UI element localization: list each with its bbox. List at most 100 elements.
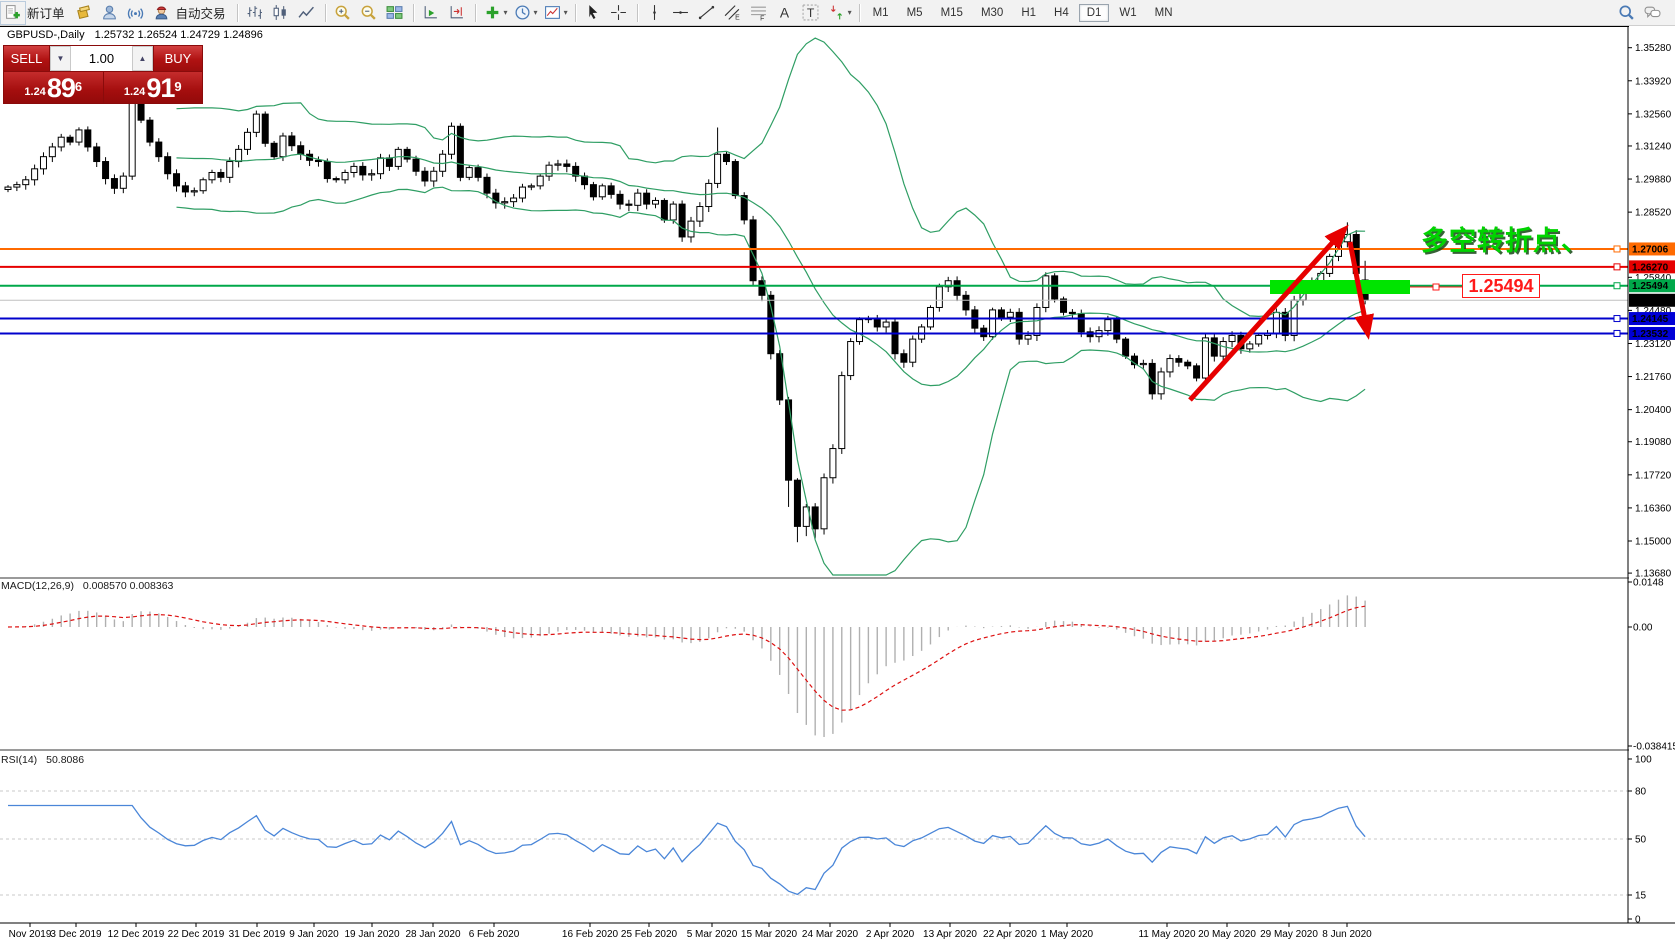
rsi-level-lines	[0, 790, 1628, 896]
chevron-down-icon[interactable]: ▾	[503, 8, 508, 17]
market-data-icon[interactable]	[71, 1, 97, 25]
svg-text:19 Jan 2020: 19 Jan 2020	[344, 929, 399, 940]
down-trend-arrow	[1347, 241, 1374, 340]
autotrading-label[interactable]: 自动交易	[175, 7, 226, 21]
volume-up-button[interactable]: ▲	[132, 46, 153, 71]
tf-m30-button[interactable]: M30	[980, 6, 1004, 19]
tf-h1-button[interactable]: H1	[1021, 6, 1037, 19]
crosshair-button[interactable]	[606, 1, 632, 25]
search-icon[interactable]	[1613, 1, 1639, 25]
text-label-button[interactable]: T	[798, 1, 824, 25]
buy-button[interactable]: BUY	[153, 46, 202, 71]
chart-shift-button[interactable]	[444, 1, 470, 25]
svg-text:1.28520: 1.28520	[1635, 208, 1672, 219]
rsi-value: 50.8086	[46, 754, 85, 766]
chevron-down-icon[interactable]: ▾	[847, 8, 852, 17]
price-level-label[interactable]: 1.25494	[1462, 274, 1540, 298]
annotation-objects[interactable]	[1188, 224, 1462, 402]
svg-text:80: 80	[1635, 787, 1647, 798]
tf-h4-button[interactable]: H4	[1054, 6, 1069, 19]
svg-text:T: T	[807, 6, 815, 20]
equidistant-channel-button[interactable]: E	[720, 1, 746, 25]
date-axis[interactable]: Nov 2019 3 Dec 2019 12 Dec 2019 22 Dec 2019…	[0, 922, 1675, 940]
svg-text:1.19080: 1.19080	[1635, 437, 1672, 448]
line-chart-button[interactable]	[294, 1, 320, 25]
bid-price-pip: 6	[74, 79, 83, 94]
chevron-down-icon[interactable]: ▾	[563, 8, 568, 17]
tf-m1-button[interactable]: M1	[872, 6, 889, 19]
svg-text:24 Mar 2020: 24 Mar 2020	[802, 929, 859, 940]
trendline-button[interactable]	[694, 1, 720, 25]
macd-histogram	[16, 595, 1366, 737]
separator	[412, 3, 414, 22]
separator	[236, 3, 238, 22]
cursor-button[interactable]	[580, 1, 606, 25]
symbol-name: GBPUSD-,Daily	[7, 29, 85, 41]
candlestick-chart-button[interactable]	[268, 1, 294, 25]
zoom-out-button[interactable]	[356, 1, 382, 25]
horizontal-line-button[interactable]	[668, 1, 694, 25]
auto-scroll-button[interactable]	[418, 1, 444, 25]
community-icon[interactable]	[97, 1, 123, 25]
svg-text:1.21760: 1.21760	[1635, 372, 1672, 383]
separator	[858, 3, 860, 22]
periods-button[interactable]	[510, 1, 536, 25]
chevron-down-icon[interactable]: ▾	[533, 8, 538, 17]
templates-button[interactable]	[540, 1, 566, 25]
tf-m5-button[interactable]: M5	[906, 6, 923, 19]
svg-text:50: 50	[1635, 835, 1647, 846]
sell-button[interactable]: SELL	[4, 46, 50, 71]
indicators-button[interactable]	[480, 1, 506, 25]
svg-text:1.26270: 1.26270	[1632, 262, 1669, 273]
rsi-name: RSI(14)	[1, 754, 38, 766]
signals-icon[interactable]	[123, 1, 149, 25]
svg-text:1.33920: 1.33920	[1635, 76, 1672, 87]
ask-price-pip: 9	[174, 79, 182, 94]
macd-label: MACD(12,26,9) 0.008570 0.008363	[1, 580, 173, 592]
fibonacci-button[interactable]: F	[746, 1, 772, 25]
svg-text:25 Feb 2020: 25 Feb 2020	[621, 929, 678, 940]
tf-m15-button[interactable]: M15	[940, 6, 963, 19]
svg-text:6 Feb 2020: 6 Feb 2020	[469, 929, 520, 940]
svg-text:12 Dec 2019: 12 Dec 2019	[108, 929, 165, 940]
text-button[interactable]: A	[772, 1, 798, 25]
zoom-in-button[interactable]	[330, 1, 356, 25]
price-axis[interactable]: 1.35280 1.33920 1.32560 1.31240 1.29880 1.285…	[1627, 25, 1675, 926]
autotrading-button[interactable]	[149, 1, 175, 25]
svg-text:2 Apr 2020: 2 Apr 2020	[866, 929, 915, 940]
svg-text:100: 100	[1635, 755, 1652, 766]
svg-text:31 Dec 2019: 31 Dec 2019	[229, 929, 286, 940]
svg-text:1.15000: 1.15000	[1635, 536, 1672, 547]
svg-text:1.25494: 1.25494	[1632, 281, 1669, 292]
toolbar: 新订单 自动交易 ▾ ▾ ▾ E F A T ▾ M1 M5 M	[0, 0, 1675, 26]
rsi-label: RSI(14) 50.8086	[1, 754, 84, 766]
svg-text:1.29880: 1.29880	[1635, 175, 1672, 186]
bid-price[interactable]: 1.24 89 6	[4, 72, 104, 103]
svg-text:8 Jun 2020: 8 Jun 2020	[1322, 929, 1372, 940]
bar-chart-button[interactable]	[242, 1, 268, 25]
separator	[636, 3, 638, 22]
new-order-label[interactable]: 新订单	[27, 7, 65, 21]
new-order-button[interactable]	[0, 0, 26, 25]
svg-text:1.23120: 1.23120	[1635, 339, 1672, 350]
tf-d1-button[interactable]: D1	[1078, 3, 1110, 22]
svg-text:15: 15	[1635, 891, 1647, 902]
chat-icon[interactable]	[1639, 1, 1665, 25]
ask-price[interactable]: 1.24 91 9	[103, 72, 202, 103]
vertical-line-button[interactable]	[642, 1, 668, 25]
svg-text:22 Apr 2020: 22 Apr 2020	[983, 929, 1037, 940]
svg-text:20 May 2020: 20 May 2020	[1198, 929, 1256, 940]
reversal-point-label[interactable]: 多空转折点、	[1421, 226, 1589, 256]
tf-mn-button[interactable]: MN	[1154, 6, 1173, 19]
tile-windows-button[interactable]	[382, 1, 408, 25]
volume-input[interactable]: 1.00	[88, 51, 115, 66]
support-zone-rect	[1270, 280, 1410, 294]
tf-w1-button[interactable]: W1	[1119, 6, 1137, 19]
separator	[574, 3, 576, 22]
arrows-button[interactable]	[824, 1, 850, 25]
svg-text:1.13680: 1.13680	[1635, 569, 1672, 580]
volume-down-button[interactable]: ▼	[50, 46, 71, 71]
svg-text:-0.038415: -0.038415	[1633, 742, 1675, 753]
